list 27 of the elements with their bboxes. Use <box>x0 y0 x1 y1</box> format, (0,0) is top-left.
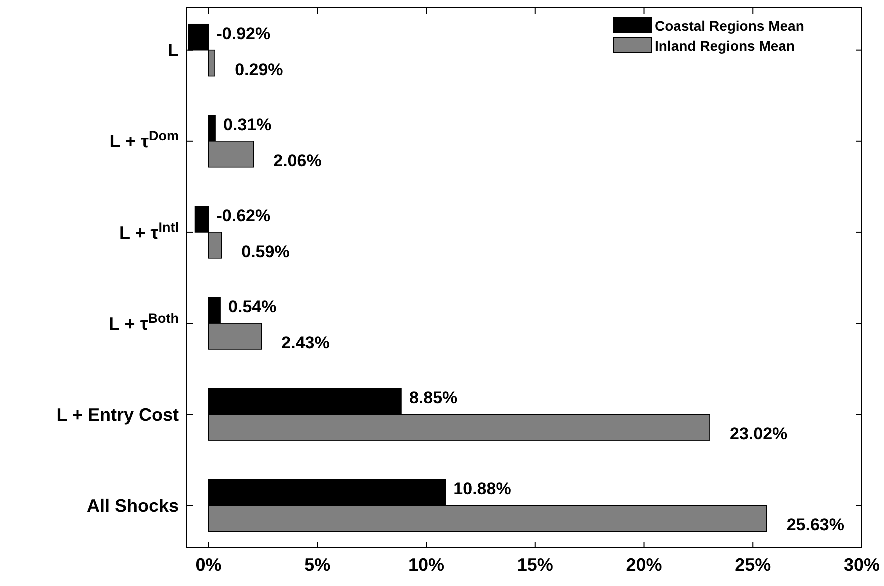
legend-label: Coastal Regions Mean <box>655 18 804 34</box>
x-tick-label: 25% <box>735 554 772 575</box>
y-tick-label: L + τ$^{Dom}$ <box>110 128 179 152</box>
data-label: 0.54% <box>228 298 277 317</box>
x-tick-label: 5% <box>304 554 331 575</box>
data-label: 10.88% <box>454 480 512 499</box>
y-tick-label: L + τ$^{Intl}$ <box>120 219 179 243</box>
y-tick-label: All Shocks <box>86 496 179 516</box>
data-label: 0.59% <box>242 242 290 262</box>
data-label: 2.06% <box>274 151 322 170</box>
x-tick-label: 15% <box>517 554 554 575</box>
data-label: 25.63% <box>786 516 845 535</box>
legend-label: Inland Regions Mean <box>655 38 796 54</box>
y-tick-label: L + τ$^{Both}$ <box>109 310 179 334</box>
y-tick-label: L <box>168 40 179 61</box>
x-tick-label: 20% <box>626 554 662 575</box>
x-tick-label: 10% <box>408 554 445 575</box>
x-tick-label: 0% <box>196 554 222 575</box>
data-label: 0.29% <box>235 60 284 80</box>
data-label: -0.92% <box>216 24 271 44</box>
data-label: 23.02% <box>730 424 788 444</box>
data-label: 2.43% <box>282 333 330 352</box>
data-label: -0.62% <box>216 206 271 226</box>
data-label: 8.85% <box>409 388 458 408</box>
y-tick-label: L + Entry Cost <box>56 404 179 425</box>
data-label: 0.31% <box>224 115 272 134</box>
x-tick-label: 30% <box>844 554 880 575</box>
